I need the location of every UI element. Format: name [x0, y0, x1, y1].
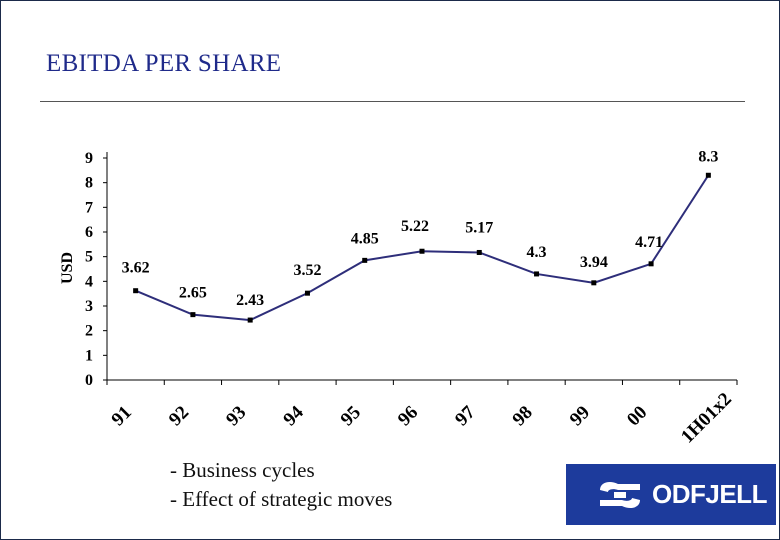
data-point [247, 317, 253, 323]
data-point [190, 312, 196, 318]
logo-text: ODFJELL [652, 479, 767, 509]
bullet-item: - Effect of strategic moves [170, 487, 393, 511]
title-divider [40, 101, 745, 102]
x-tick-label: 93 [222, 402, 250, 430]
data-point [476, 249, 482, 255]
data-label: 4.71 [635, 234, 663, 251]
odfjell-logo-icon [600, 482, 640, 508]
bullet-list: - Business cycles - Effect of strategic … [170, 456, 392, 514]
data-label: 5.22 [401, 218, 429, 235]
data-point [419, 248, 425, 254]
x-tick-label: 00 [623, 402, 651, 430]
data-label: 4.85 [351, 230, 379, 247]
data-point [304, 290, 310, 296]
data-point [705, 172, 711, 178]
y-tick-label: 5 [85, 249, 93, 266]
data-label: 2.65 [179, 285, 207, 302]
x-tick-label: 1H01x2 [677, 389, 736, 448]
y-tick-label: 2 [85, 323, 93, 340]
y-tick-label: 4 [85, 273, 93, 290]
data-label: 5.17 [465, 219, 493, 236]
slide-title: EBITDA PER SHARE [46, 50, 282, 77]
y-axis-label: USD [59, 252, 76, 284]
y-tick-label: 9 [85, 150, 93, 167]
x-tick-label: 96 [394, 402, 422, 430]
data-label: 3.52 [293, 262, 321, 279]
y-tick-label: 0 [85, 372, 93, 389]
y-tick-label: 8 [85, 175, 93, 192]
data-label: 3.62 [122, 260, 150, 277]
data-label: 3.94 [580, 254, 608, 271]
x-tick-label: 99 [566, 402, 594, 430]
y-tick-label: 1 [85, 347, 93, 364]
y-tick-label: 6 [85, 224, 93, 241]
x-tick-label: 94 [279, 402, 308, 431]
data-point [591, 280, 597, 286]
company-logo: ODFJELL [566, 464, 776, 525]
x-tick-label: 92 [165, 402, 193, 430]
data-label: 8.3 [698, 148, 718, 165]
y-tick-label: 7 [85, 199, 93, 216]
data-label: 2.43 [236, 292, 264, 309]
x-tick-label: 97 [451, 402, 480, 431]
data-label: 4.3 [527, 244, 547, 261]
data-point [133, 288, 139, 294]
data-point [534, 271, 540, 277]
bullet-item: - Business cycles [170, 458, 315, 482]
series-line [135, 174, 710, 322]
data-point [362, 257, 368, 263]
data-point [648, 261, 654, 267]
x-tick-label: 98 [509, 402, 537, 430]
y-tick-label: 3 [85, 298, 93, 315]
x-tick-label: 95 [337, 402, 365, 430]
x-tick-label: 91 [108, 402, 136, 430]
